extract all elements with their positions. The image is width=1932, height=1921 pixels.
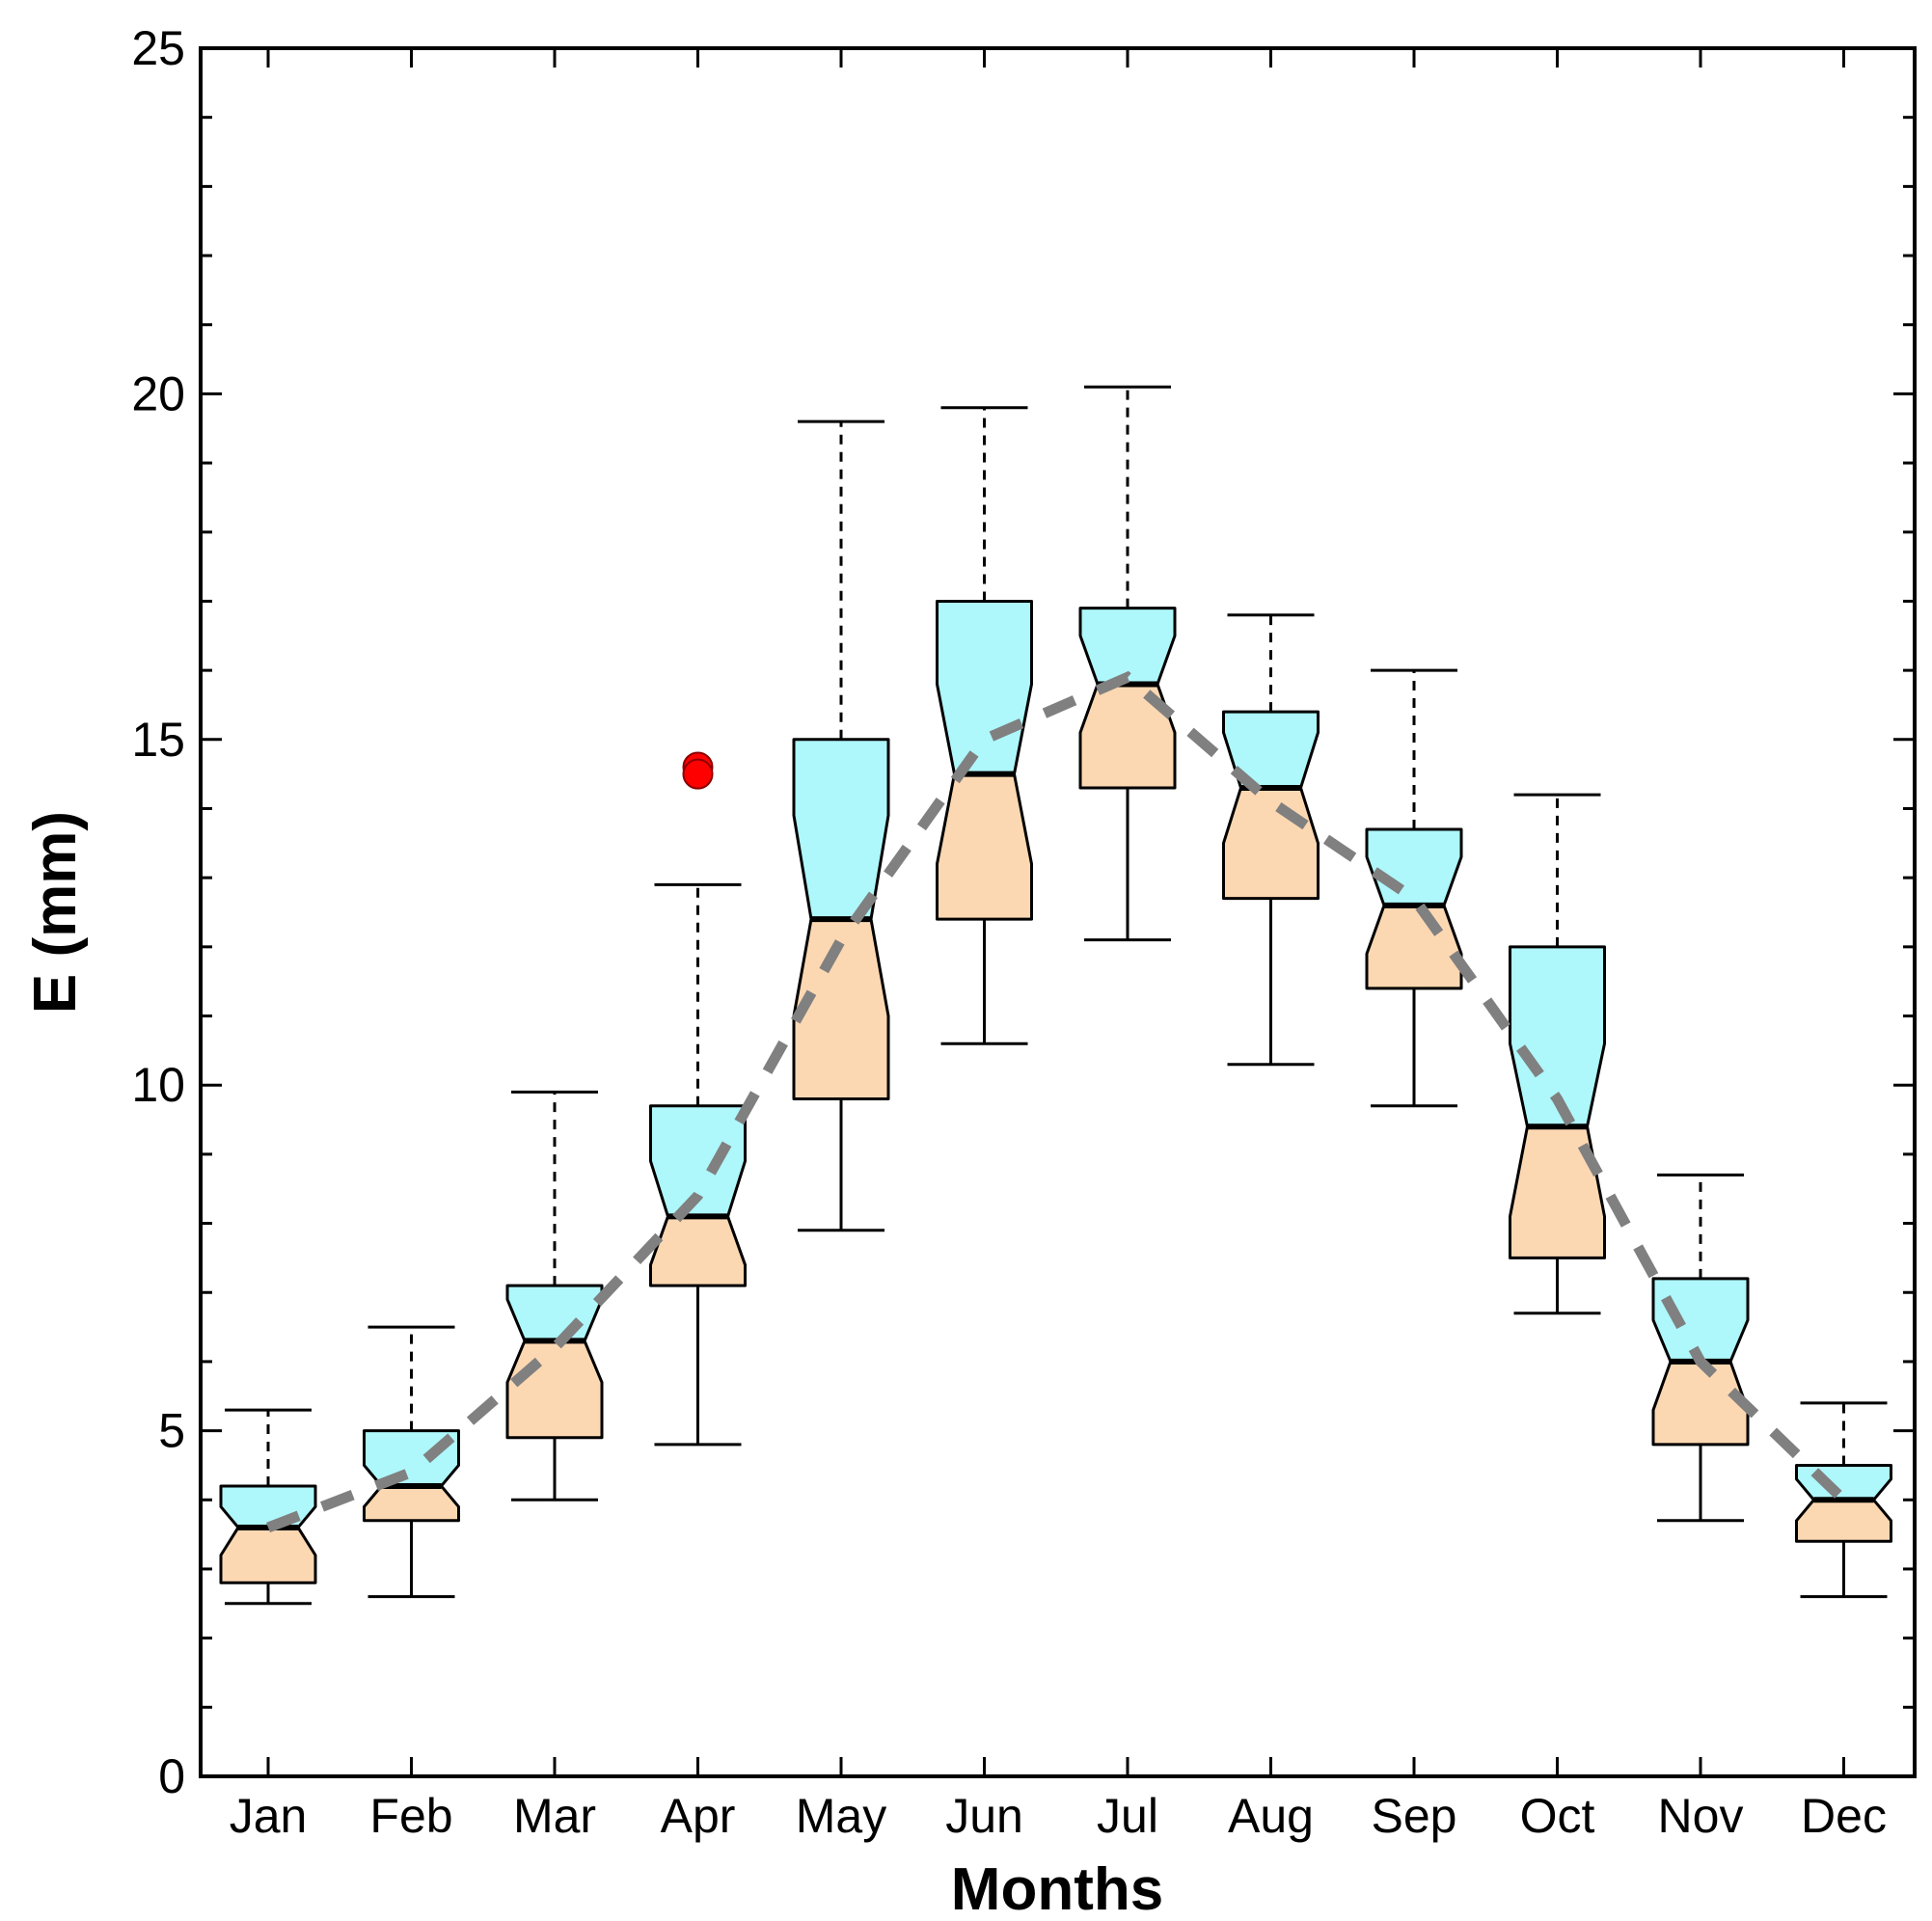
x-tick-label-sep: Sep	[1372, 1789, 1457, 1843]
box-series	[219, 385, 1892, 1606]
y-tick-label: 25	[131, 21, 185, 75]
mean-line-series	[266, 670, 1848, 1533]
upper-box-half	[792, 738, 890, 921]
lower-box-half	[1795, 1498, 1892, 1543]
box-oct	[1509, 793, 1606, 1315]
lower-box-half	[1222, 786, 1320, 901]
outlier-series	[682, 751, 714, 790]
upper-box-half	[1795, 1463, 1892, 1502]
y-axis-title: E (mm)	[22, 811, 89, 1014]
box-nov	[1651, 1173, 1750, 1523]
x-tick-label-jul: Jul	[1097, 1789, 1158, 1843]
x-tick-label-apr: Apr	[661, 1789, 736, 1843]
y-tick-label: 10	[131, 1058, 185, 1112]
y-axis: 0 5 10 15 20 25	[131, 21, 1915, 1803]
lower-box-half	[505, 1339, 604, 1440]
y-tick-label: 0	[158, 1749, 185, 1803]
lower-box-half	[1509, 1124, 1606, 1259]
lower-box-half	[936, 772, 1033, 921]
lower-box-half	[219, 1526, 317, 1584]
upper-box-half	[1365, 827, 1463, 907]
upper-box-half	[936, 599, 1033, 776]
upper-box-half	[1651, 1277, 1750, 1364]
x-tick-label-nov: Nov	[1658, 1789, 1744, 1843]
y-tick-label: 5	[158, 1404, 185, 1458]
x-axis: Jan Feb Mar Apr May Jun Jul Aug Sep Oct Nov Dec	[230, 48, 1887, 1843]
box-jul	[1078, 385, 1177, 942]
x-tick-label-may: May	[796, 1789, 886, 1843]
upper-box-half	[505, 1284, 604, 1342]
lower-box-half	[649, 1214, 747, 1287]
mean-line	[266, 670, 1848, 1533]
x-tick-label-aug: Aug	[1228, 1789, 1314, 1843]
box-apr	[649, 882, 747, 1447]
x-tick-label-feb: Feb	[369, 1789, 452, 1843]
x-tick-label-jun: Jun	[945, 1789, 1023, 1843]
lower-box-half	[1365, 904, 1463, 990]
x-tick-label-mar: Mar	[513, 1789, 596, 1843]
y-tick-label: 20	[131, 366, 185, 420]
outlier-point	[682, 758, 714, 790]
x-tick-label-oct: Oct	[1520, 1789, 1595, 1843]
plot-area	[199, 46, 1917, 1778]
lower-box-half	[363, 1484, 460, 1523]
upper-box-half	[219, 1484, 317, 1529]
y-tick-label: 15	[131, 713, 185, 767]
x-tick-label-dec: Dec	[1801, 1789, 1887, 1843]
lower-box-half	[1651, 1360, 1750, 1447]
plot-frame	[199, 46, 1917, 1778]
x-axis-title: Months	[951, 1856, 1163, 1921]
box-feb	[363, 1325, 460, 1599]
x-tick-label-jan: Jan	[230, 1789, 308, 1843]
